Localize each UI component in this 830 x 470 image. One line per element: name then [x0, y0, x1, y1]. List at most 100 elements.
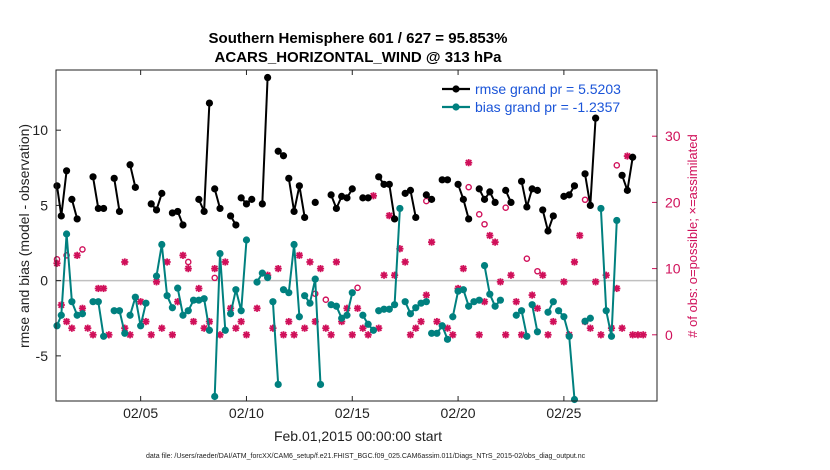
bias-point [137, 322, 145, 330]
rmse-point [301, 213, 309, 222]
obs-possible-point [502, 204, 509, 211]
rmse-line [287, 178, 306, 218]
obs-assimilated-point [364, 331, 372, 339]
obs-assimilated-point [465, 159, 473, 167]
obs-possible-point [184, 258, 192, 266]
obs-assimilated-stroke [126, 331, 134, 339]
bias-point [184, 307, 192, 315]
obs-assimilated-stroke [121, 324, 129, 332]
rmse-point [343, 194, 351, 202]
bias-point [264, 274, 272, 282]
rmse-point [205, 99, 214, 107]
obs-assimilated-point [195, 284, 203, 293]
obs-assimilated-stroke [597, 331, 605, 339]
obs-assimilated-point [274, 265, 282, 273]
rmse-point [570, 182, 579, 190]
bias-point [401, 298, 409, 306]
rmse-point [327, 191, 335, 199]
bias-point [163, 292, 171, 300]
rmse-point [390, 215, 399, 223]
legend-bias-marker [452, 103, 460, 111]
obs-assimilated-stroke [444, 324, 451, 332]
bias-point [332, 302, 340, 310]
bias-point [359, 311, 367, 319]
obs-assimilated-stroke [216, 331, 224, 339]
bias-point [528, 301, 536, 309]
obs-assimilated-stroke [221, 258, 229, 266]
rmse-point [475, 185, 483, 193]
obs-assimilated-stroke [417, 318, 425, 325]
obs-assimilated-stroke [613, 285, 621, 292]
bias-point [211, 392, 219, 401]
rmse-point [565, 191, 573, 199]
obs-assimilated-stroke [253, 304, 261, 312]
obs-assimilated-point [279, 331, 288, 339]
legend: rmse grand pr = 5.5203 bias grand pr = -… [442, 81, 621, 115]
bias-point [274, 380, 282, 389]
obs-assimilated-point [179, 251, 187, 259]
bias-point [253, 278, 261, 286]
obs-assimilated-stroke [63, 318, 70, 325]
obs-assimilated-stroke [460, 265, 467, 272]
rmse-point [232, 221, 240, 229]
rmse-point [629, 153, 637, 161]
bias-point [316, 380, 325, 389]
obs-assimilated-point [576, 231, 584, 240]
obs-possible-point [475, 211, 483, 218]
obs-assimilated-point [475, 331, 483, 339]
obs-assimilated-point [316, 265, 325, 273]
rmse-point [586, 201, 594, 210]
obs-possible-point [613, 162, 621, 169]
obs-assimilated-point [385, 212, 393, 220]
bias-point [480, 261, 489, 270]
bias-point [428, 329, 436, 337]
x-tick-label: 02/20 [441, 405, 476, 421]
obs-assimilated-stroke [147, 331, 155, 339]
bias-point [560, 313, 568, 321]
obs-assimilated-point [301, 324, 309, 332]
bias-point [115, 307, 124, 315]
y-tick-label: 5 [40, 197, 48, 213]
bias-point [57, 311, 65, 319]
bias-line [303, 278, 322, 385]
bias-point [496, 296, 505, 304]
obs-assimilated-stroke [364, 331, 372, 339]
rmse-point [242, 200, 251, 208]
bias-point [613, 216, 621, 225]
rmse-point [62, 167, 71, 175]
obs-assimilated-point [68, 324, 76, 332]
obs-assimilated-stroke [571, 258, 578, 266]
obs-assimilated-stroke [475, 331, 483, 339]
rmse-point [216, 204, 224, 213]
obs-assimilated-point [332, 258, 340, 266]
bias-point [269, 298, 277, 306]
obs-assimilated-point [285, 317, 293, 326]
obs-assimilated-point [89, 331, 97, 339]
bias-point [586, 314, 594, 322]
obs-assimilated-stroke [301, 324, 308, 332]
obs-assimilated-stroke [407, 331, 414, 339]
rmse-point [110, 174, 118, 182]
obs-possible-point [523, 255, 531, 262]
obs-assimilated-stroke [401, 258, 409, 266]
rmse-point [211, 185, 219, 193]
obs-assimilated-point [211, 265, 219, 273]
bias-point [242, 236, 251, 244]
rmse-point [486, 188, 494, 196]
bias-point [216, 249, 224, 258]
rmse-point [131, 183, 139, 191]
bias-point [205, 326, 214, 334]
obs-assimilated-stroke [333, 258, 340, 266]
obs-assimilated-stroke [100, 285, 107, 292]
rmse-line [478, 188, 496, 203]
bias-point [295, 313, 303, 321]
rmse-point [380, 180, 388, 188]
bias-point [607, 332, 616, 340]
bias-point [131, 293, 139, 301]
bias-point [433, 329, 441, 337]
bias-point [390, 301, 399, 309]
obs-assimilated-stroke [634, 331, 642, 339]
bias-point [544, 308, 552, 316]
bias-point [369, 326, 378, 334]
